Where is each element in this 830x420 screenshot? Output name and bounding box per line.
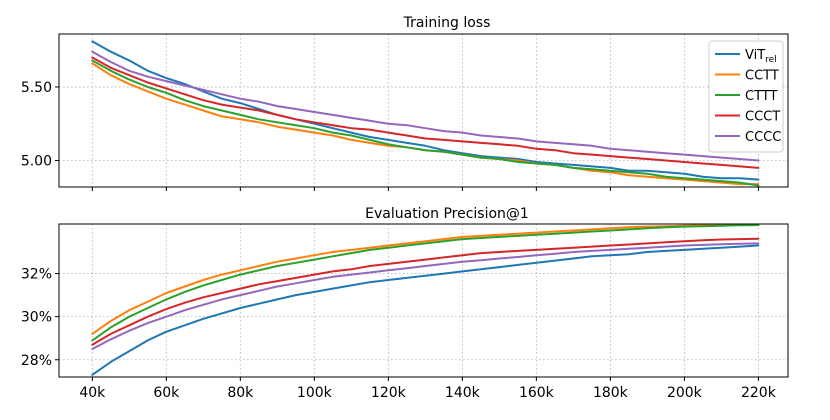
x-tick-label: 180k bbox=[593, 385, 629, 401]
x-tick-label: 220k bbox=[741, 385, 777, 401]
legend-label-main: CTTT bbox=[745, 89, 778, 104]
precision-grid bbox=[59, 224, 788, 377]
precision-panel: Evaluation Precision@1 28% 30% 32% 40k 60k 8… bbox=[21, 206, 789, 401]
training-loss-x-ticks bbox=[91, 187, 759, 191]
series-line-ccct bbox=[91, 237, 760, 346]
x-tick-label: 120k bbox=[371, 385, 407, 401]
legend-label-main: ViT bbox=[745, 48, 765, 63]
legend-label-subscript: rel bbox=[765, 55, 777, 65]
y-tick-label: 30% bbox=[21, 310, 52, 326]
y-tick-label: 32% bbox=[21, 267, 52, 283]
training-loss-panel: Training loss 5.00 5.50 ViTrel CCTT CTTT CCC… bbox=[21, 15, 789, 191]
legend-label-cttt: CTTT bbox=[745, 89, 778, 104]
legend-label-main: CCCT bbox=[745, 110, 780, 125]
series-line-cctt bbox=[91, 62, 760, 186]
training-loss-frame bbox=[58, 33, 789, 188]
precision-frame bbox=[58, 223, 789, 378]
training-loss-title: Training loss bbox=[403, 15, 491, 31]
y-tick-label: 5.00 bbox=[21, 154, 52, 170]
y-tick-label: 5.50 bbox=[21, 80, 52, 96]
legend: ViTrel CCTT CTTT CCCT CCCC bbox=[708, 40, 784, 153]
precision-y-axis: 28% 30% 32% bbox=[21, 267, 59, 369]
x-tick-label: 60k bbox=[153, 385, 180, 401]
legend-label-ccct: CCCT bbox=[745, 110, 780, 125]
y-tick-label: 28% bbox=[21, 353, 52, 369]
precision-series bbox=[91, 223, 760, 376]
series-line-ccct bbox=[91, 56, 760, 169]
series-line-cccc bbox=[91, 242, 760, 350]
x-tick-label: 140k bbox=[445, 385, 481, 401]
x-tick-label: 80k bbox=[227, 385, 254, 401]
training-loss-grid bbox=[59, 34, 788, 187]
series-line-cttt bbox=[91, 224, 760, 342]
precision-x-axis: 40k 60k 80k 100k 120k 140k 160k 180k 200k 220k bbox=[79, 377, 777, 401]
x-tick-label: 160k bbox=[519, 385, 555, 401]
series-line-cccc bbox=[91, 50, 760, 162]
series-line-vit bbox=[91, 244, 760, 376]
x-tick-label: 100k bbox=[297, 385, 333, 401]
legend-label-cctt: CCTT bbox=[745, 69, 779, 84]
series-line-cctt bbox=[91, 223, 760, 335]
training-loss-y-axis: 5.00 5.50 bbox=[21, 80, 59, 170]
series-line-cttt bbox=[91, 59, 760, 187]
x-tick-label: 200k bbox=[667, 385, 703, 401]
legend-label-main: CCCC bbox=[745, 130, 781, 145]
training-loss-series bbox=[91, 40, 760, 187]
legend-label-cccc: CCCC bbox=[745, 130, 781, 145]
series-line-vit bbox=[91, 40, 760, 181]
legend-label-main: CCTT bbox=[745, 69, 779, 84]
legend-label-vit: ViTrel bbox=[745, 48, 777, 65]
legend-box bbox=[708, 40, 784, 153]
precision-title: Evaluation Precision@1 bbox=[365, 206, 529, 222]
x-tick-label: 40k bbox=[79, 385, 106, 401]
